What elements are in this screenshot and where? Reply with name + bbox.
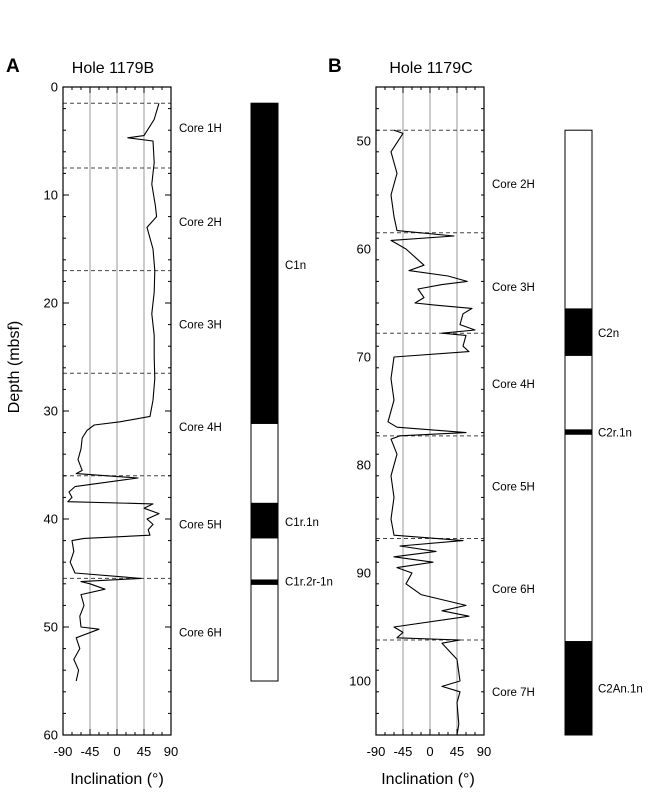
y-tick-label: 30 bbox=[44, 404, 58, 419]
normal-polarity-interval bbox=[565, 308, 592, 356]
y-tick-label: 80 bbox=[357, 458, 371, 473]
core-label: Core 2H bbox=[179, 217, 222, 229]
x-tick-label: -90 bbox=[367, 744, 386, 759]
y-tick-label: 60 bbox=[357, 242, 371, 257]
inclination-series-line bbox=[67, 103, 160, 682]
x-tick-label: 90 bbox=[477, 744, 491, 759]
y-tick-label: 70 bbox=[357, 350, 371, 365]
normal-polarity-interval bbox=[251, 579, 278, 585]
core-label: Core 5H bbox=[492, 482, 535, 494]
y-tick-label: 90 bbox=[357, 566, 371, 581]
core-label: Core 2H bbox=[492, 179, 535, 191]
panel-hole-1179b: A Hole 1179B Depth (mbsf) Inclination (°… bbox=[6, 56, 333, 788]
normal-polarity-interval bbox=[565, 641, 592, 735]
x-axis-label: Inclination (°) bbox=[70, 771, 164, 788]
y-tick-label: 40 bbox=[44, 512, 58, 527]
normal-polarity-interval bbox=[251, 103, 278, 424]
normal-polarity-interval bbox=[565, 429, 592, 435]
core-label: Core 4H bbox=[179, 422, 222, 434]
x-tick-label: -90 bbox=[54, 744, 73, 759]
panel-title: Hole 1179C bbox=[389, 60, 472, 77]
core-label: Core 3H bbox=[179, 320, 222, 332]
chron-label: C1r.2r-1n bbox=[285, 577, 333, 589]
x-tick-label: 45 bbox=[450, 744, 464, 759]
panel-title: Hole 1179B bbox=[72, 60, 154, 77]
x-tick-label: 45 bbox=[137, 744, 151, 759]
panel-letter: A bbox=[6, 56, 20, 77]
chron-label: C1r.1n bbox=[285, 517, 319, 529]
y-tick-label: 0 bbox=[51, 80, 58, 95]
y-tick-label: 50 bbox=[44, 620, 58, 635]
normal-polarity-interval bbox=[251, 502, 278, 539]
x-tick-label: 0 bbox=[426, 744, 433, 759]
y-tick-label: 20 bbox=[44, 296, 58, 311]
core-label: Core 7H bbox=[492, 687, 535, 699]
core-label: Core 5H bbox=[179, 519, 222, 531]
x-tick-label: 90 bbox=[164, 744, 178, 759]
core-label: Core 1H bbox=[179, 123, 222, 135]
core-label: Core 6H bbox=[492, 584, 535, 596]
y-tick-label: 50 bbox=[357, 134, 371, 149]
y-tick-label: 60 bbox=[44, 728, 58, 743]
panel-hole-1179c: B Hole 1179C Inclination (°) 50 60 70 80 90 1… bbox=[328, 56, 643, 788]
x-tick-label: -45 bbox=[394, 744, 413, 759]
core-label: Core 4H bbox=[492, 379, 535, 391]
y-tick-label: 100 bbox=[349, 674, 371, 689]
core-label: Core 3H bbox=[492, 282, 535, 294]
inclination-series-line bbox=[387, 129, 476, 736]
y-axis-label: Depth (mbsf) bbox=[6, 321, 23, 413]
x-tick-label: 0 bbox=[113, 744, 120, 759]
x-tick-label: -45 bbox=[81, 744, 100, 759]
chron-label: C1n bbox=[285, 260, 306, 272]
chron-label: C2r.1n bbox=[598, 428, 632, 440]
panel-letter: B bbox=[328, 56, 342, 77]
chron-label: C2An.1n bbox=[598, 684, 643, 696]
x-axis-label: Inclination (°) bbox=[381, 771, 475, 788]
chron-label: C2n bbox=[598, 328, 619, 340]
y-tick-label: 10 bbox=[44, 188, 58, 203]
core-label: Core 6H bbox=[179, 627, 222, 639]
